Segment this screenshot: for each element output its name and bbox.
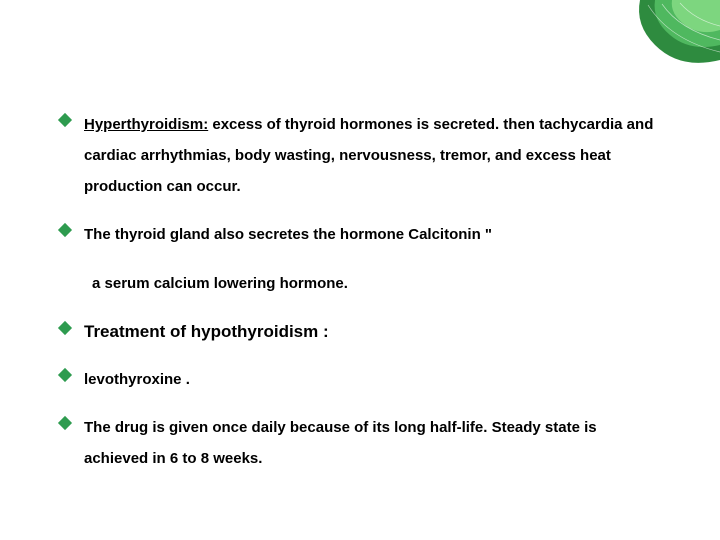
bullet-diamond-icon [58, 223, 72, 237]
bullet-item: The drug is given once daily because of … [60, 413, 660, 475]
bullet-diamond-icon [58, 321, 72, 335]
bullet-text: The drug is given once daily because of … [84, 413, 660, 475]
bullet-text: Hyperthyroidism: excess of thyroid hormo… [84, 110, 660, 202]
bullet-item: Hyperthyroidism: excess of thyroid hormo… [60, 110, 660, 202]
bullet-text: The thyroid gland also secretes the horm… [84, 220, 660, 251]
bullet-item: levothyroxine . [60, 365, 660, 396]
bullet-diamond-icon [58, 113, 72, 127]
bullet-lead: Hyperthyroidism: [84, 116, 208, 133]
bullet-item: Treatment of hypothyroidism : [60, 318, 660, 347]
slide-content: Hyperthyroidism: excess of thyroid hormo… [60, 110, 660, 493]
bullet-diamond-icon [58, 416, 72, 430]
continuation-text: a serum calcium lowering hormone. [92, 269, 660, 300]
bullet-item: The thyroid gland also secretes the horm… [60, 220, 660, 251]
bullet-diamond-icon [58, 368, 72, 382]
bullet-text: Treatment of hypothyroidism : [84, 318, 660, 347]
leaf-decoration [600, 0, 720, 110]
bullet-text: levothyroxine . [84, 365, 660, 396]
